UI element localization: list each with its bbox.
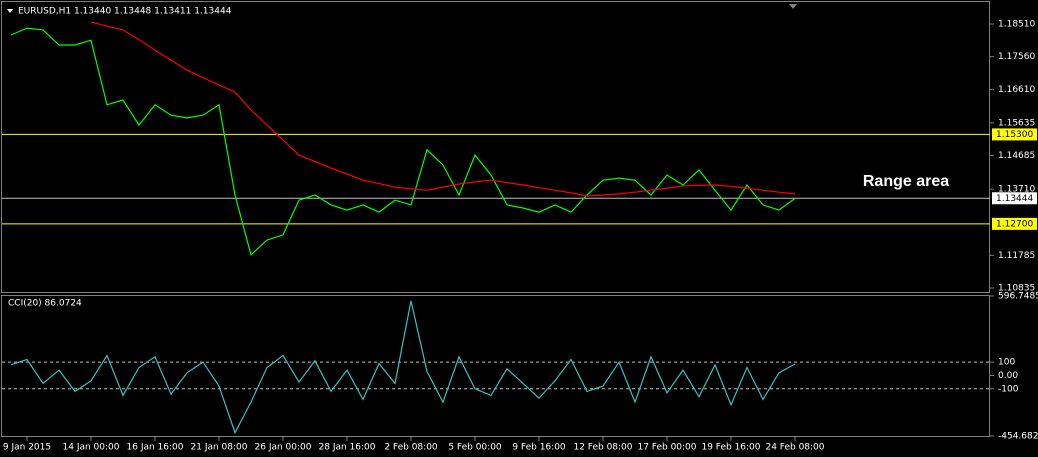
annotation: Range area [863,173,949,190]
x-tick-label: 2 Feb 08:00 [384,443,438,453]
price-label: 1.12700 [996,219,1033,229]
y-tick-label: 1.17560 [998,52,1035,62]
price-label-box [992,128,1037,141]
x-tick-label: 9 Jan 2015 [3,443,51,453]
y-tick-label: 596.7485 [998,292,1038,302]
price-label: 1.15300 [996,130,1033,140]
x-tick-label: 21 Jan 08:00 [191,443,248,453]
x-tick-label: 14 Jan 00:00 [63,443,120,453]
series-line [10,27,796,256]
y-tick-label: 1.15635 [998,118,1035,128]
x-tick-label: 12 Feb 08:00 [573,443,632,453]
price-panel-frame [1,1,990,293]
series-line [10,300,796,435]
shift-marker [789,4,797,9]
y-tick-label: 1.13710 [998,185,1035,195]
series-line [90,21,796,197]
cci-panel-frame [1,295,990,437]
cci-header: CCI(20) 86.0724 [8,299,82,309]
price-label-box [992,217,1037,230]
price-label: 1.13444 [996,194,1033,204]
menu-arrow[interactable] [7,9,13,13]
y-tick-label: -454.6828 [998,432,1038,442]
x-tick-label: 9 Feb 16:00 [512,443,566,453]
y-tick-label: 100 [998,358,1015,368]
x-tick-label: 5 Feb 00:00 [448,443,502,453]
y-tick-label: 1.14685 [998,151,1035,161]
y-tick-label: 1.11785 [998,251,1035,261]
x-tick-label: 16 Jan 16:00 [127,443,184,453]
y-tick-label: 1.10835 [998,284,1035,294]
y-tick-label: 0.00 [998,371,1018,381]
y-tick-label: -100 [998,384,1019,394]
x-tick-label: 28 Jan 16:00 [319,443,376,453]
symbol-header: EURUSD,H1 1.13440 1.13448 1.13411 1.1344… [18,7,232,17]
y-tick-label: 1.18510 [998,20,1035,30]
x-tick-label: 24 Feb 08:00 [765,443,824,453]
x-tick-label: 17 Feb 00:00 [637,443,696,453]
y-tick-label: 1.16610 [998,85,1035,95]
x-tick-label: 19 Feb 16:00 [701,443,760,453]
x-tick-label: 26 Jan 00:00 [255,443,312,453]
price-label-box [992,192,1037,205]
